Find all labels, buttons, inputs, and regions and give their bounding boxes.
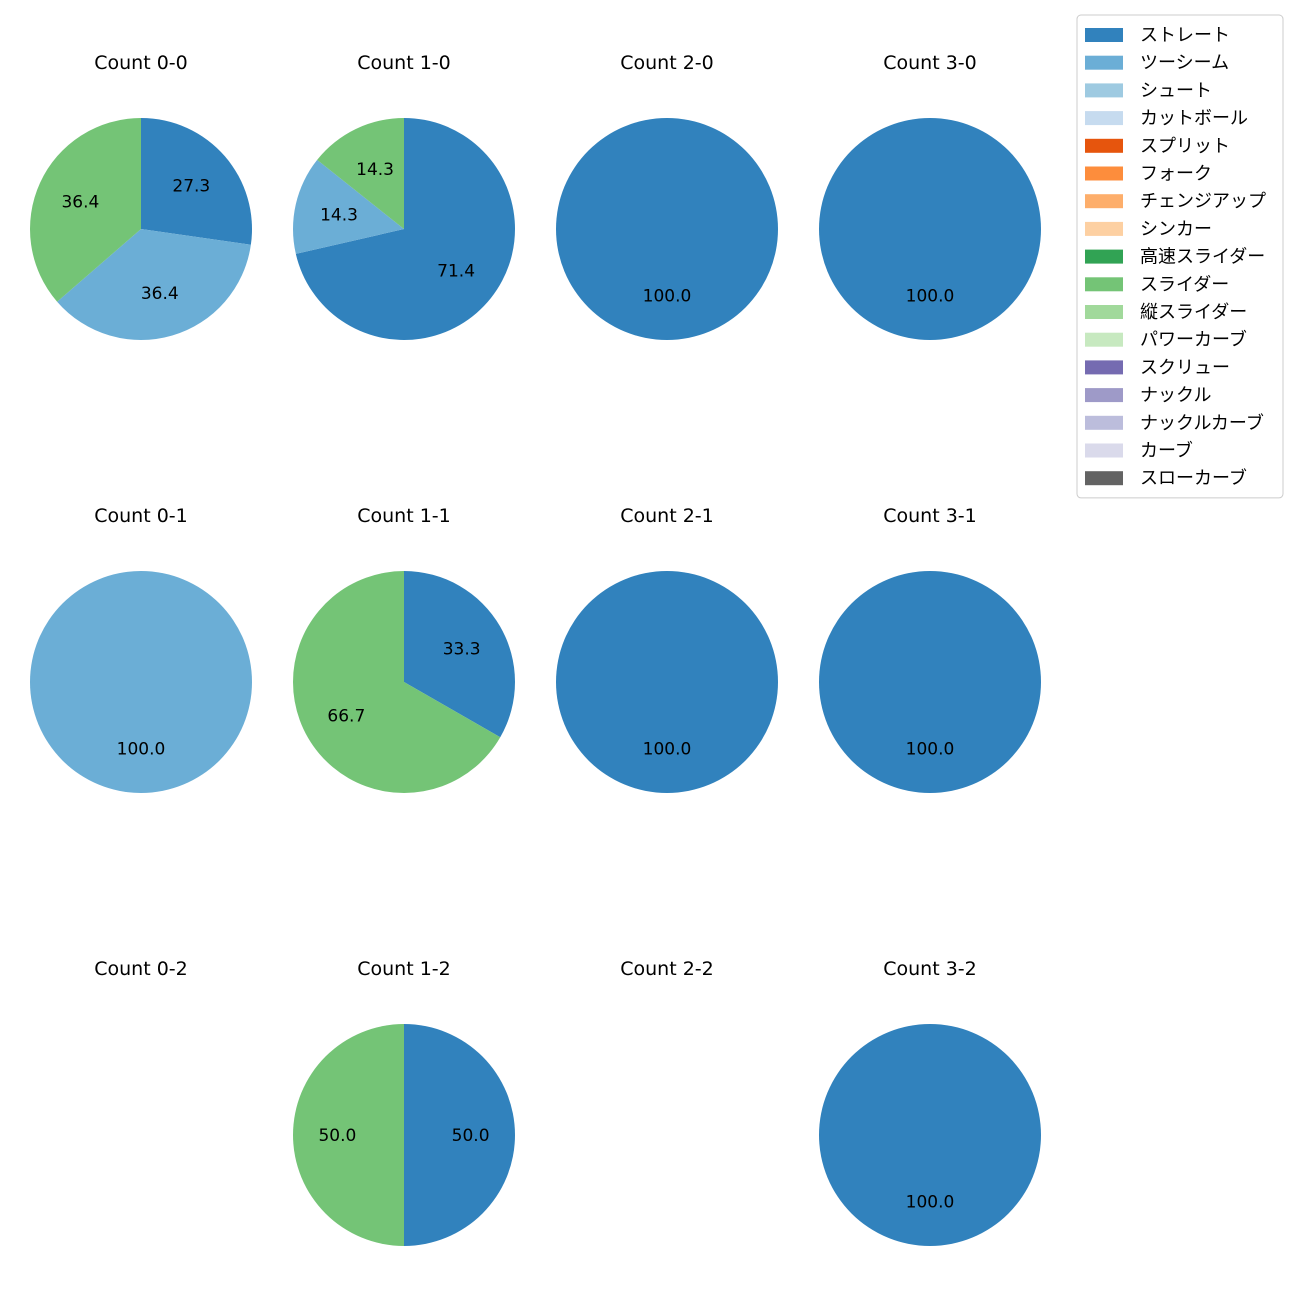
slice-label: 71.4: [437, 261, 475, 281]
legend-label: スプリット: [1140, 136, 1230, 157]
pie-title: Count 0-2: [94, 958, 188, 980]
pie-count-0-2: Count 0-2: [94, 958, 188, 980]
pie-count-3-1: Count 3-1 100.0: [819, 505, 1041, 793]
pie-slice: [819, 571, 1041, 793]
pie-slice: [293, 571, 501, 793]
pie-slice: [556, 118, 778, 340]
pie-title: Count 0-1: [94, 505, 188, 527]
slice-label: 50.0: [452, 1126, 490, 1146]
pie-title: Count 2-2: [620, 958, 714, 980]
pie-count-2-1: Count 2-1 100.0: [556, 505, 778, 793]
legend-label: カーブ: [1140, 440, 1193, 462]
legend-swatch: [1085, 360, 1123, 375]
slice-label: 100.0: [906, 1193, 955, 1213]
pie-slice: [293, 159, 404, 254]
pie-title: Count 3-2: [883, 958, 977, 980]
pie-count-1-0: Count 1-0 71.4 14.3 14.3: [293, 52, 515, 341]
slice-label: 14.3: [320, 205, 358, 225]
pie-count-0-1: Count 0-1 100.0: [30, 505, 252, 793]
legend-swatch: [1085, 111, 1123, 126]
slice-label: 14.3: [356, 160, 394, 180]
legend-label: シンカー: [1140, 219, 1212, 240]
legend-label: フォーク: [1140, 164, 1212, 185]
slice-label: 27.3: [172, 176, 210, 196]
legend-swatch: [1085, 55, 1123, 70]
slice-label: 50.0: [318, 1126, 356, 1146]
pie-slice: [317, 118, 404, 229]
pie-count-3-0: Count 3-0 100.0: [819, 52, 1041, 340]
pie-slice: [141, 118, 252, 245]
slice-label: 36.4: [61, 192, 99, 212]
legend-label: ツーシーム: [1140, 53, 1229, 74]
pie-slice: [295, 118, 515, 341]
legend-label: 縦スライダー: [1140, 302, 1247, 323]
pie-count-3-2: Count 3-2 100.0: [819, 958, 1041, 1246]
legend-swatch: [1085, 415, 1123, 430]
legend-swatch: [1085, 277, 1123, 292]
legend-swatch: [1085, 166, 1123, 181]
legend-swatch: [1085, 471, 1123, 486]
slice-label: 100.0: [643, 287, 692, 307]
legend-swatch: [1085, 83, 1123, 98]
slice-label: 100.0: [117, 740, 166, 760]
pie-title: Count 3-0: [883, 52, 977, 74]
pie-title: Count 1-2: [357, 958, 451, 980]
pie-slice: [293, 1024, 404, 1246]
pie-title: Count 0-0: [94, 52, 188, 74]
pie-count-1-2: Count 1-2 50.0 50.0: [293, 958, 515, 1246]
legend-label: スローカーブ: [1140, 467, 1247, 489]
pie-title: Count 2-1: [620, 505, 714, 527]
legend-label: ナックルカーブ: [1140, 412, 1264, 434]
legend-label: パワーカーブ: [1140, 329, 1247, 351]
legend-label: 高速スライダー: [1140, 247, 1265, 268]
legend-swatch: [1085, 443, 1123, 458]
pie-slice: [57, 229, 251, 341]
pie-slice: [404, 1024, 515, 1246]
pie-title: Count 3-1: [883, 505, 977, 527]
pie-slice: [30, 571, 252, 793]
pie-slice: [30, 118, 141, 302]
legend-swatch: [1085, 28, 1123, 42]
slice-label: 100.0: [906, 287, 955, 307]
pie-slice: [556, 571, 778, 793]
slice-label: 66.7: [327, 706, 365, 726]
legend-label: カットボール: [1140, 108, 1248, 129]
slice-label: 36.4: [141, 284, 179, 304]
legend-swatch: [1085, 305, 1123, 319]
pie-count-1-1: Count 1-1 33.3 66.7: [293, 505, 515, 793]
slice-label: 33.3: [443, 640, 481, 660]
legend-swatch: [1085, 388, 1123, 403]
pie-count-0-0: Count 0-0 27.3 36.4 36.4: [30, 52, 252, 341]
legend-label: スクリュー: [1140, 357, 1230, 378]
pie-count-2-0: Count 2-0 100.0: [556, 52, 778, 340]
legend-label: チェンジアップ: [1140, 191, 1266, 212]
slice-label: 100.0: [643, 740, 692, 760]
legend-swatch: [1085, 332, 1123, 347]
legend-swatch: [1085, 221, 1123, 236]
legend-swatch: [1085, 249, 1123, 264]
legend-label: ナックル: [1140, 385, 1211, 406]
pie-slice: [404, 571, 515, 738]
legend: ストレートツーシームシュートカットボールスプリットフォークチェンジアップシンカー…: [1076, 14, 1284, 499]
pie-slice: [819, 118, 1041, 340]
pie-title: Count 1-1: [357, 505, 451, 527]
legend-label: スライダー: [1140, 274, 1229, 295]
legend-swatch: [1085, 138, 1123, 153]
legend-label: ストレート: [1140, 25, 1230, 46]
pie-slice: [819, 1024, 1041, 1246]
slice-label: 100.0: [906, 740, 955, 760]
legend-swatch: [1085, 194, 1123, 209]
pie-count-2-2: Count 2-2: [620, 958, 714, 980]
legend-frame: [1076, 14, 1284, 499]
legend-label: シュート: [1140, 80, 1212, 101]
pie-title: Count 2-0: [620, 52, 714, 74]
pie-title: Count 1-0: [357, 52, 451, 74]
